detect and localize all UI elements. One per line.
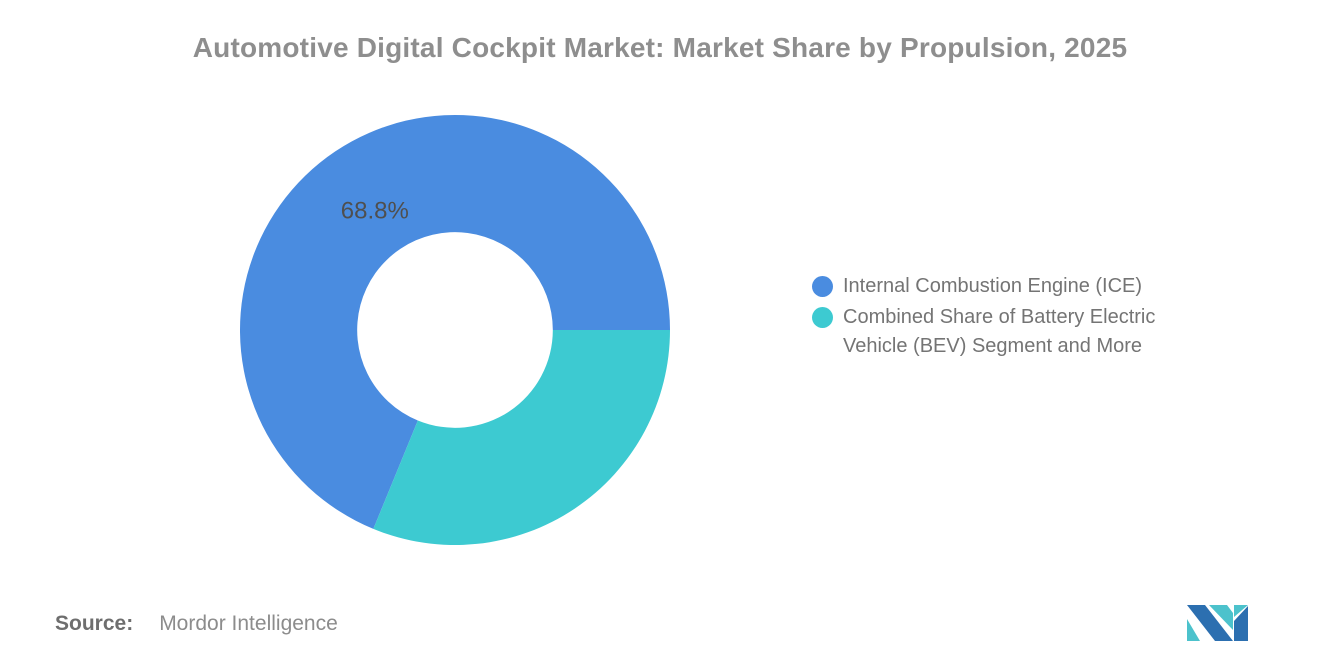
donut-slice-label-0: 68.8% — [341, 197, 409, 224]
legend: Internal Combustion Engine (ICE) Combine… — [812, 272, 1155, 361]
legend-marker-ice — [812, 276, 833, 297]
source-prefix: Source: — [55, 612, 134, 635]
logo-shape-top-right-triangle — [1234, 605, 1248, 617]
donut-svg: 68.8% — [240, 114, 670, 545]
logo-shape-middle-band — [1209, 605, 1233, 630]
donut-slice-1[interactable] — [373, 330, 670, 545]
legend-label-bev: Combined Share of Battery Electric Vehic… — [843, 306, 1156, 357]
mordor-intelligence-logo — [1187, 605, 1248, 641]
chart-title: Automotive Digital Cockpit Market: Marke… — [192, 32, 1128, 63]
donut-chart: 68.8% — [235, 110, 675, 550]
logo-shape-right-bar — [1234, 606, 1248, 641]
legend-item-ice[interactable]: Internal Combustion Engine (ICE) — [812, 272, 1155, 301]
legend-label-ice: Internal Combustion Engine (ICE) — [843, 275, 1143, 297]
legend-marker-bev — [812, 307, 833, 328]
donut-slice-0[interactable] — [240, 114, 670, 529]
source-name: Mordor Intelligence — [159, 612, 338, 635]
logo-shape-bottom-left-triangle — [1187, 619, 1200, 641]
logo-shape-left-diagonal — [1187, 605, 1233, 641]
legend-item-bev[interactable]: Combined Share of Battery Electric Vehic… — [812, 303, 1155, 361]
source-line: Source: Mordor Intelligence — [55, 612, 338, 636]
